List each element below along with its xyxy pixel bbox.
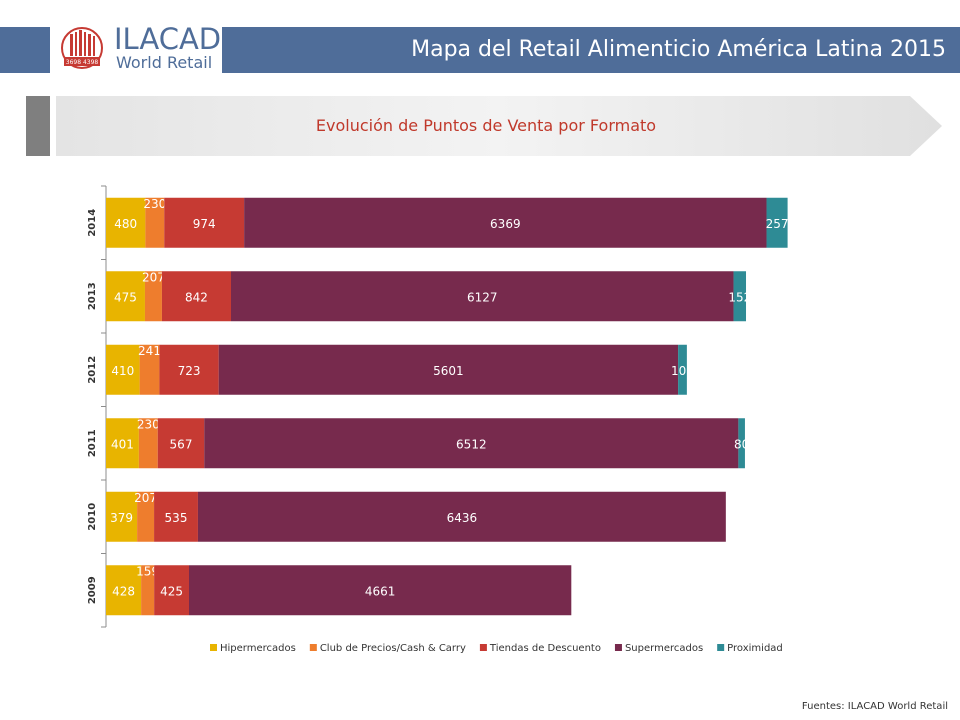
data-label: 6127 <box>467 290 498 304</box>
y-tick-label: 2009 <box>87 576 98 604</box>
bar-club-de-precios-cash-carry <box>139 344 160 395</box>
logo-mark-icon: 3698 4398 <box>61 27 103 69</box>
logo-name: ILACAD <box>114 22 222 56</box>
bar-proximidad <box>766 197 788 248</box>
bar-supermercados <box>197 491 726 542</box>
bar-proximidad <box>738 418 745 469</box>
bar-tiendas-de-descuento <box>164 197 245 248</box>
y-tick-label: 2014 <box>87 209 98 237</box>
data-label: 107 <box>671 364 694 378</box>
data-label: 207 <box>134 491 157 505</box>
legend-label: Proximidad <box>727 643 783 654</box>
data-label: 230 <box>137 417 160 431</box>
bar-supermercados <box>218 344 679 395</box>
bar-club-de-precios-cash-carry <box>144 271 162 322</box>
data-label: 4661 <box>365 584 396 598</box>
data-label: 6369 <box>490 217 521 231</box>
y-tick-label: 2011 <box>87 429 98 457</box>
data-label: 207 <box>142 270 165 284</box>
logo-subtitle: World Retail <box>116 53 213 72</box>
bar-tiendas-de-descuento <box>157 418 205 469</box>
data-label: 425 <box>160 584 183 598</box>
data-label: 152 <box>728 290 751 304</box>
bar-hipermercados <box>106 271 145 322</box>
data-label: 410 <box>111 364 134 378</box>
stacked-bar-chart: 2014 480 230 974 6369 257 2013 475 207 842 6127 152… <box>87 185 789 654</box>
section-marker <box>26 96 50 156</box>
data-label: 535 <box>165 511 188 525</box>
data-label: 159 <box>136 564 159 578</box>
data-label: 5601 <box>433 364 464 378</box>
y-tick-label: 2013 <box>87 282 98 310</box>
bar-club-de-precios-cash-carry <box>145 197 165 248</box>
bar-club-de-precios-cash-carry <box>137 491 155 542</box>
bar-tiendas-de-descuento <box>154 565 190 616</box>
bar-hipermercados <box>106 197 146 248</box>
legend-swatch <box>479 644 487 651</box>
bar-supermercados <box>204 418 739 469</box>
data-label: 6512 <box>456 437 487 451</box>
bar-club-de-precios-cash-carry <box>138 418 158 469</box>
bar-hipermercados <box>106 565 142 616</box>
bar-hipermercados <box>106 344 140 395</box>
bar-proximidad <box>733 271 747 322</box>
page-title: Mapa del Retail Alimenticio América Lati… <box>411 37 946 62</box>
bar-supermercados <box>231 271 734 322</box>
legend-label: Tiendas de Descuento <box>489 643 601 654</box>
legend-label: Club de Precios/Cash & Carry <box>320 643 466 654</box>
subtitle-banner <box>56 96 942 156</box>
data-label: 257 <box>766 217 789 231</box>
data-label: 241 <box>138 344 161 358</box>
legend-swatch <box>614 644 622 651</box>
legend-label: Supermercados <box>625 643 703 654</box>
bar-hipermercados <box>106 491 138 542</box>
data-label: 723 <box>178 364 201 378</box>
legend-swatch <box>717 644 725 651</box>
data-label: 401 <box>111 437 134 451</box>
bar-proximidad <box>678 344 687 395</box>
legend-swatch <box>210 644 217 651</box>
data-label: 480 <box>114 217 137 231</box>
legend-label: Hipermercados <box>220 643 296 654</box>
bar-supermercados <box>189 565 572 616</box>
bar-hipermercados <box>106 418 139 469</box>
data-label: 379 <box>110 511 133 525</box>
data-label: 428 <box>112 584 135 598</box>
logo-mark-text: 3698 4398 <box>66 59 99 66</box>
bar-club-de-precios-cash-carry <box>141 565 155 616</box>
source-note: Fuentes: ILACAD World Retail <box>801 701 948 712</box>
legend-swatch <box>309 644 317 651</box>
data-label: 974 <box>193 217 216 231</box>
y-tick-label: 2010 <box>87 503 98 531</box>
bar-supermercados <box>244 197 767 248</box>
y-tick-label: 2012 <box>87 356 98 384</box>
data-label: 842 <box>185 290 208 304</box>
bar-tiendas-de-descuento <box>161 271 232 322</box>
data-label: 80 <box>734 437 749 451</box>
chart-subtitle: Evolución de Puntos de Venta por Formato <box>315 116 657 135</box>
data-label: 230 <box>143 197 166 211</box>
logo: 3698 4398 ILACAD World Retail <box>50 18 222 80</box>
data-label: 475 <box>114 290 137 304</box>
bar-tiendas-de-descuento <box>159 344 219 395</box>
data-label: 6436 <box>447 511 478 525</box>
bar-tiendas-de-descuento <box>154 491 198 542</box>
data-label: 567 <box>170 437 193 451</box>
